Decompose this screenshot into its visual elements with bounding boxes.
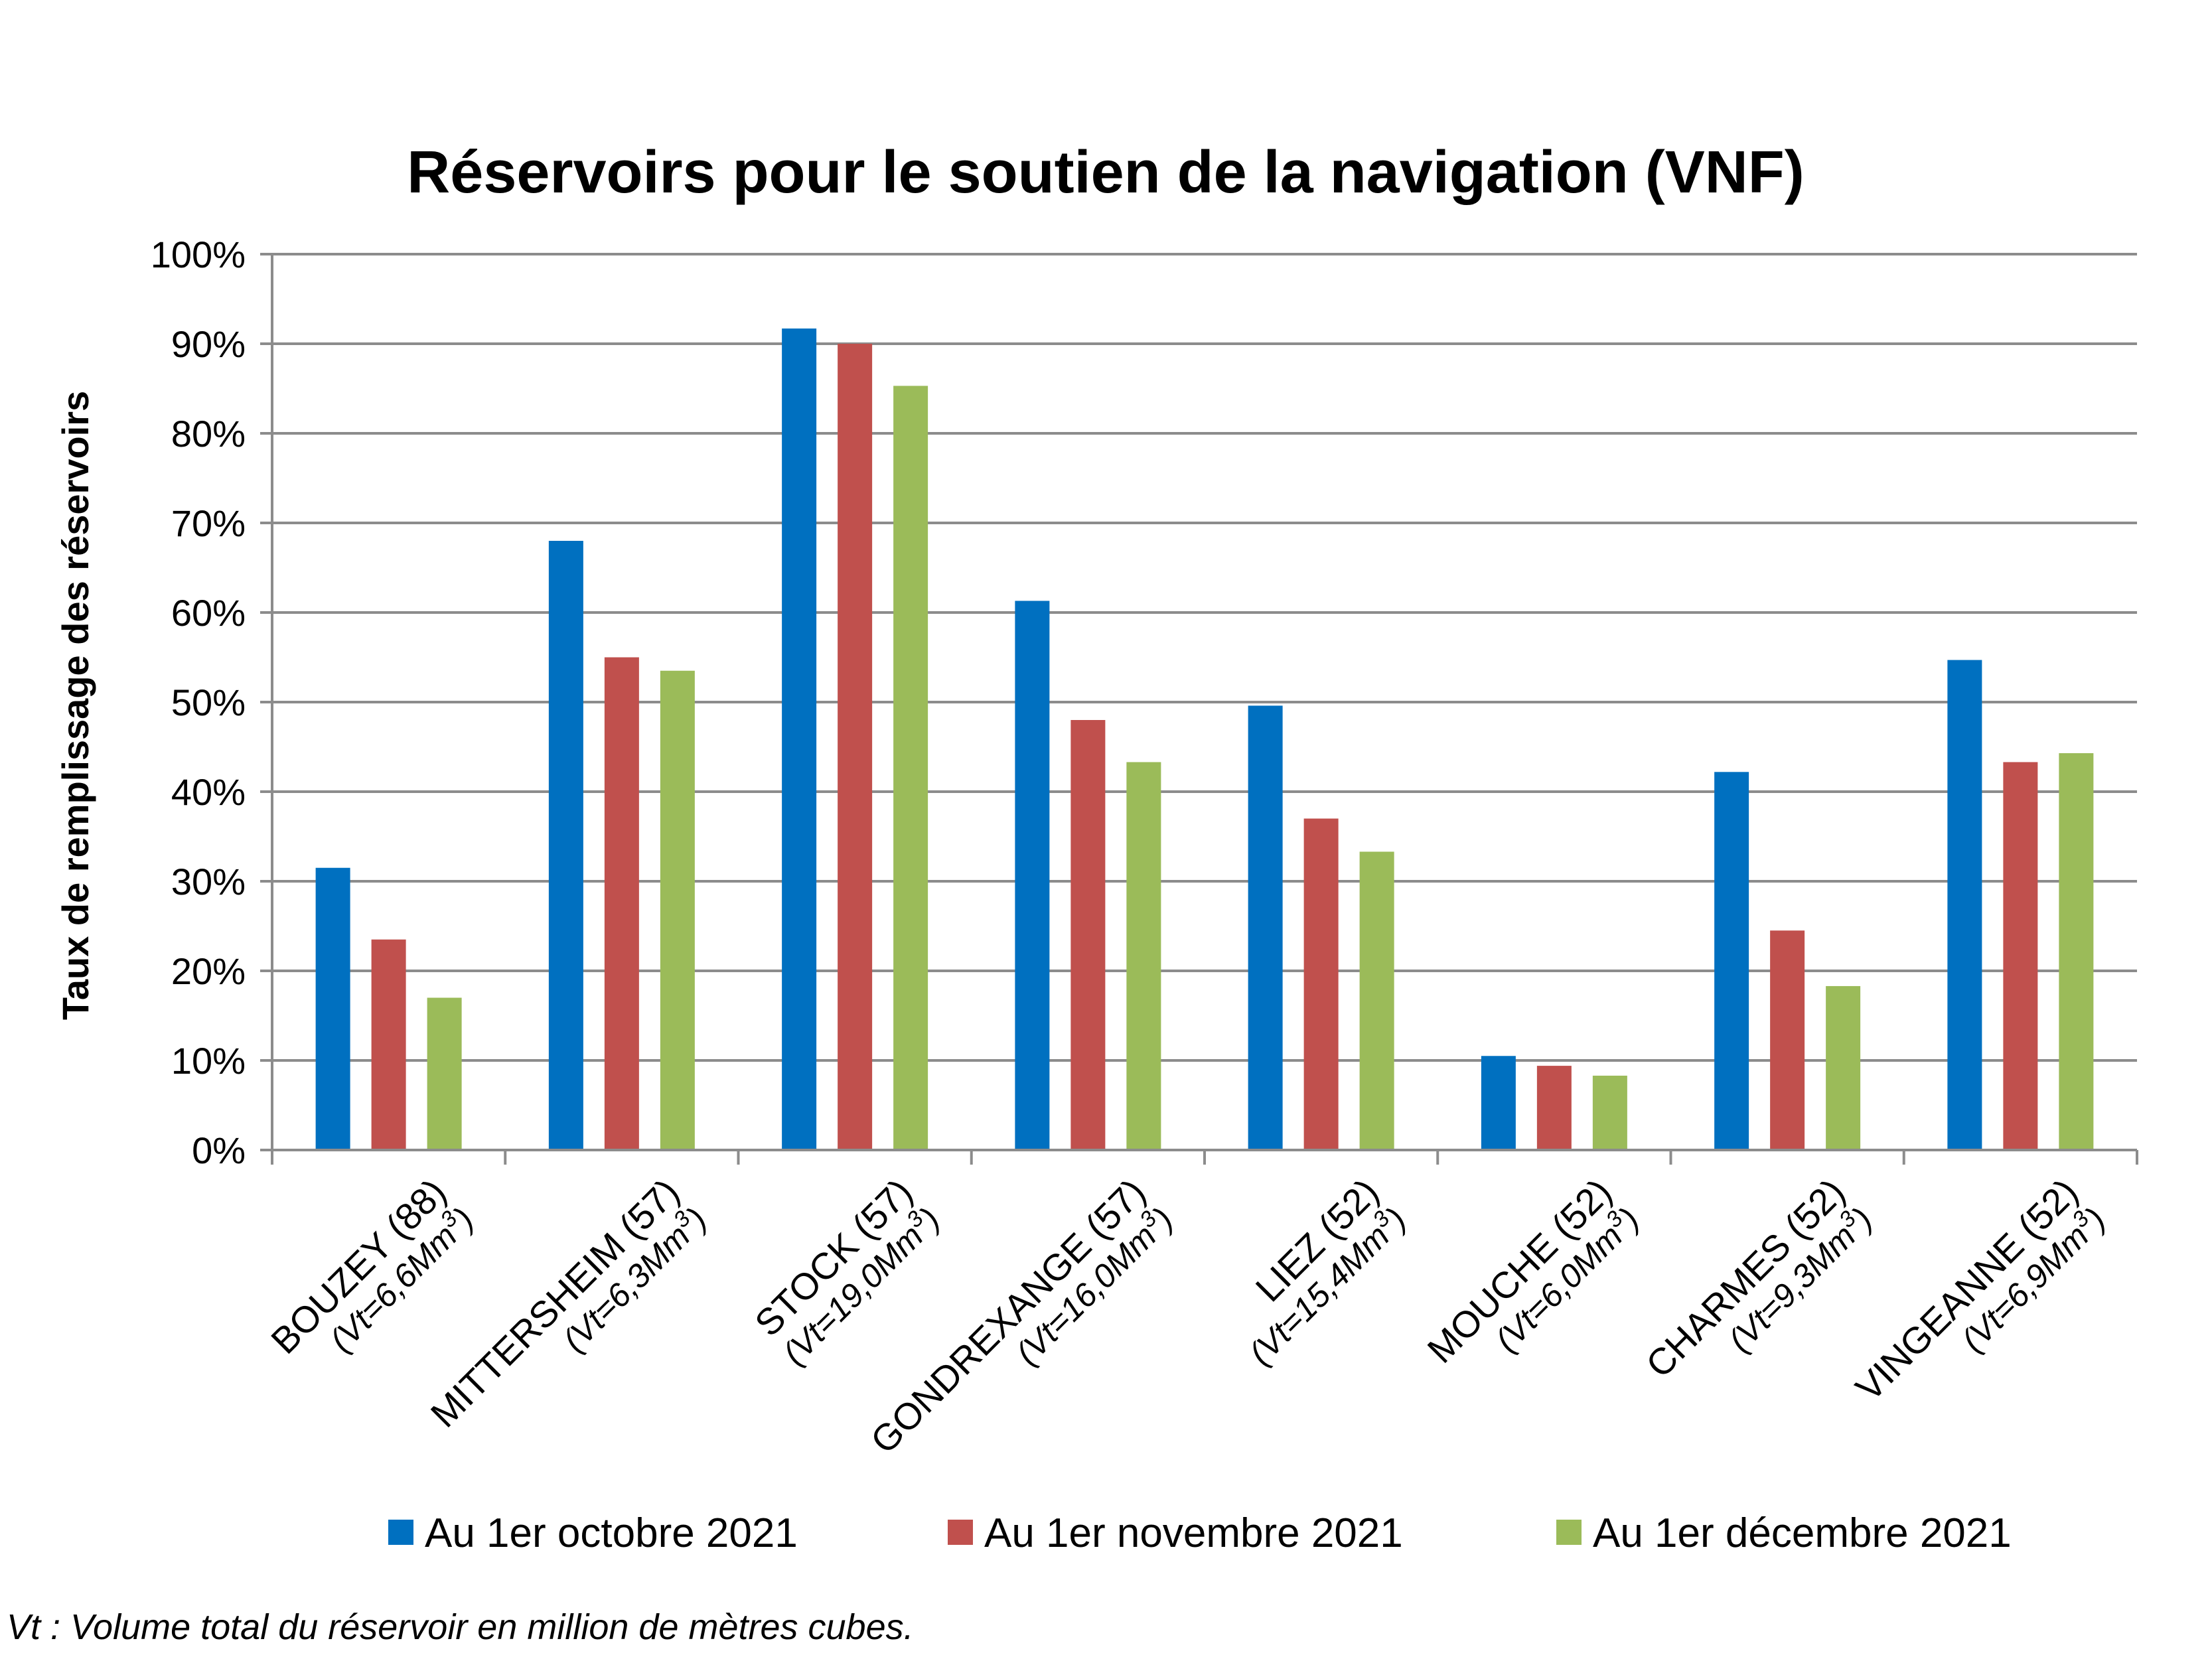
y-axis-label: Taux de remplissage des réservoirs bbox=[54, 391, 96, 1020]
bar bbox=[427, 997, 462, 1150]
footnote: Vt : Volume total du réservoir en millio… bbox=[7, 1607, 914, 1647]
y-tick-label: 30% bbox=[171, 861, 246, 902]
bars bbox=[315, 328, 2094, 1151]
bar bbox=[1015, 601, 1050, 1150]
bar bbox=[1126, 762, 1161, 1150]
y-tick-label: 100% bbox=[151, 234, 246, 275]
bar bbox=[1359, 851, 1394, 1150]
y-tick-label: 20% bbox=[171, 950, 246, 992]
chart-title: Réservoirs pour le soutien de la navigat… bbox=[407, 139, 1804, 206]
legend-label: Au 1er octobre 2021 bbox=[425, 1510, 798, 1556]
bar bbox=[1070, 720, 1106, 1150]
bar bbox=[1536, 1066, 1572, 1150]
y-tick-labels: 0% 10% 20% 30% 40% 50% 60% 70% 80% 90% 100% bbox=[151, 234, 246, 1171]
bar bbox=[838, 344, 873, 1150]
x-tick-label: BOUZEY (88)(Vt=6,6Mm3) bbox=[263, 1171, 480, 1362]
legend: Au 1er octobre 2021 Au 1er novembre 2021 A… bbox=[388, 1510, 2012, 1556]
bar bbox=[1248, 705, 1283, 1150]
y-tick-label: 50% bbox=[171, 682, 246, 723]
bar bbox=[893, 386, 928, 1151]
bar bbox=[1770, 930, 1805, 1150]
y-tick-label: 70% bbox=[171, 502, 246, 544]
bar bbox=[1826, 985, 1861, 1150]
axes bbox=[271, 254, 2138, 1165]
bar bbox=[371, 939, 406, 1150]
legend-label: Au 1er décembre 2021 bbox=[1593, 1510, 2012, 1556]
bar bbox=[1481, 1056, 1516, 1150]
bar bbox=[604, 657, 639, 1150]
y-tick-label: 80% bbox=[171, 413, 246, 455]
category-name: VINGEANNE (52) bbox=[1848, 1171, 2086, 1409]
bar bbox=[1714, 772, 1749, 1150]
x-tick-label: MOUCHE (52)(Vt=6,0Mm3) bbox=[1419, 1171, 1646, 1371]
bar bbox=[1947, 660, 1982, 1150]
bar bbox=[660, 670, 695, 1150]
bar bbox=[315, 867, 350, 1150]
bar bbox=[1303, 818, 1339, 1150]
bar bbox=[2059, 753, 2094, 1150]
legend-swatch bbox=[948, 1520, 973, 1545]
y-tick-label: 40% bbox=[171, 771, 246, 813]
bar bbox=[782, 328, 817, 1150]
x-tick-label: CHARMES (52)(Vt=9,3Mm3) bbox=[1638, 1171, 1880, 1386]
bar bbox=[2003, 762, 2038, 1150]
legend-label: Au 1er novembre 2021 bbox=[984, 1510, 1403, 1556]
bar bbox=[1592, 1075, 1627, 1150]
bar bbox=[548, 541, 583, 1150]
x-tick-labels: BOUZEY (88)(Vt=6,6Mm3)MITTERSHEIM (57)(V… bbox=[263, 1171, 2113, 1461]
y-tick-label: 0% bbox=[192, 1129, 246, 1171]
y-tick-label: 90% bbox=[171, 323, 246, 365]
x-tick-label: STOCK (57)(Vt=19,0Mm3) bbox=[747, 1171, 947, 1372]
y-tick-label: 60% bbox=[171, 592, 246, 634]
x-tick-label: VINGEANNE (52)(Vt=6,9Mm3) bbox=[1848, 1171, 2113, 1409]
legend-swatch bbox=[388, 1520, 413, 1545]
y-tick-label: 10% bbox=[171, 1040, 246, 1082]
x-tick-label: LIEZ (52)(Vt=15,4Mm3) bbox=[1242, 1171, 1413, 1372]
legend-swatch bbox=[1556, 1520, 1582, 1545]
